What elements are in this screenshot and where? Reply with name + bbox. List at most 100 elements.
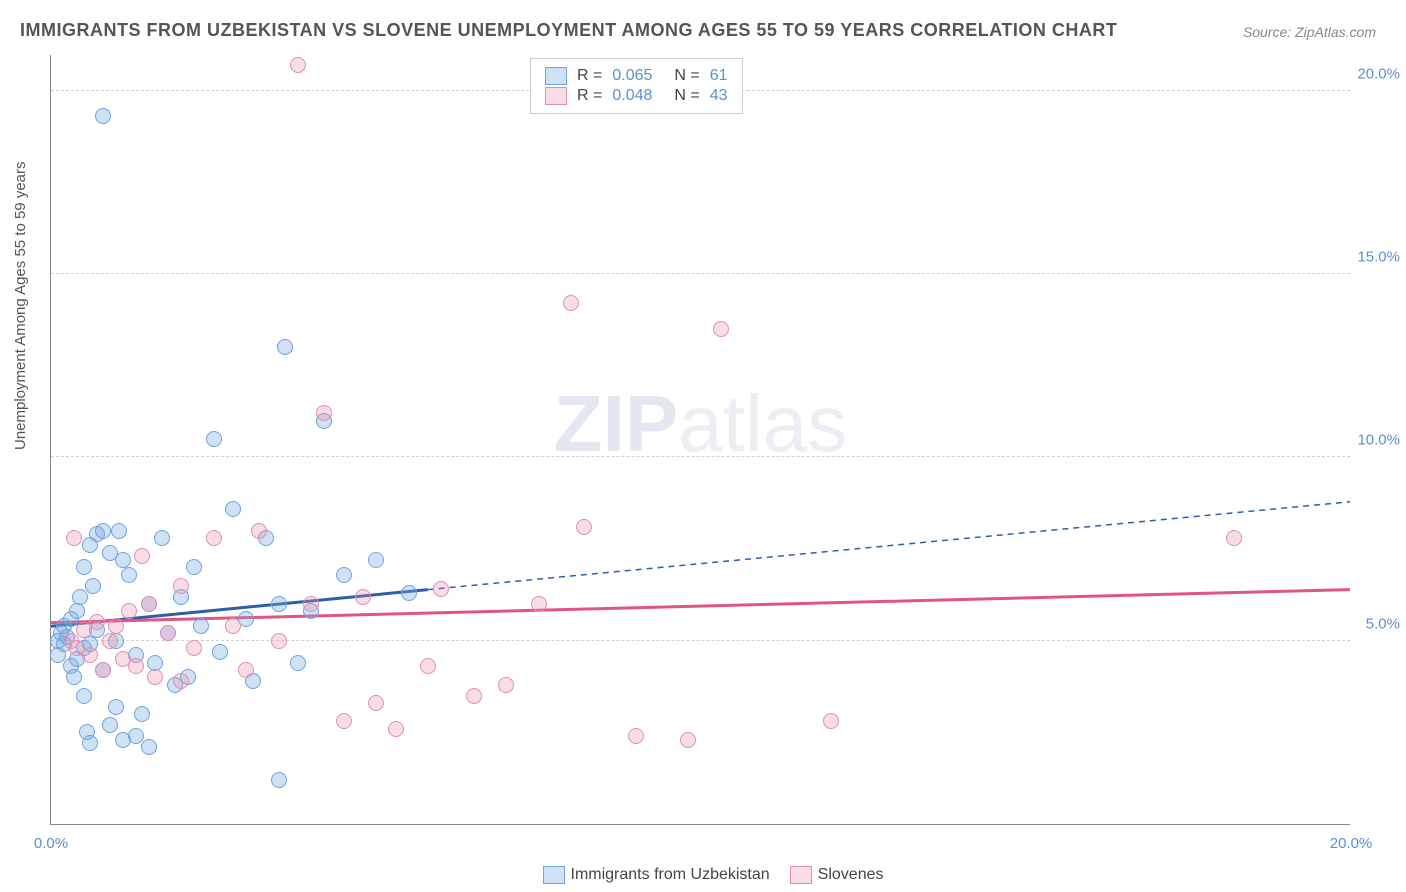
scatter-point: [290, 57, 306, 73]
scatter-point: [89, 614, 105, 630]
gridline: [51, 640, 1350, 641]
scatter-point: [277, 339, 293, 355]
legend-swatch: [545, 87, 567, 105]
scatter-point: [141, 739, 157, 755]
scatter-point: [628, 728, 644, 744]
y-tick-label: 5.0%: [1366, 615, 1400, 632]
scatter-point: [251, 523, 267, 539]
x-tick-label: 20.0%: [1330, 835, 1373, 852]
legend-series-name: Immigrants from Uzbekistan: [571, 866, 770, 883]
scatter-point: [336, 567, 352, 583]
scatter-point: [271, 772, 287, 788]
scatter-point: [82, 647, 98, 663]
scatter-point: [102, 717, 118, 733]
source-attribution: Source: ZipAtlas.com: [1243, 24, 1376, 40]
scatter-point: [238, 662, 254, 678]
scatter-point: [466, 688, 482, 704]
scatter-point: [368, 695, 384, 711]
legend-n-value: 43: [710, 87, 728, 105]
scatter-point: [128, 658, 144, 674]
scatter-point: [498, 677, 514, 693]
scatter-point: [173, 673, 189, 689]
scatter-point: [95, 662, 111, 678]
series-legend: Immigrants from Uzbekistan Slovenes: [0, 866, 1406, 884]
scatter-point: [271, 633, 287, 649]
scatter-point: [401, 585, 417, 601]
y-tick-label: 20.0%: [1357, 65, 1400, 82]
scatter-point: [82, 735, 98, 751]
scatter-point: [186, 640, 202, 656]
scatter-point: [147, 655, 163, 671]
scatter-point: [108, 618, 124, 634]
scatter-point: [206, 530, 222, 546]
legend-r-value: 0.048: [612, 87, 652, 105]
scatter-point: [225, 501, 241, 517]
scatter-point: [576, 519, 592, 535]
scatter-point: [76, 688, 92, 704]
legend-n-label: N =: [674, 87, 699, 105]
scatter-point: [271, 596, 287, 612]
legend-row: R = 0.065 N = 61: [545, 67, 728, 85]
scatter-point: [66, 669, 82, 685]
legend-row: R = 0.048 N = 43: [545, 87, 728, 105]
scatter-point: [134, 706, 150, 722]
legend-series-name: Slovenes: [818, 866, 884, 883]
legend-swatch: [790, 866, 812, 884]
scatter-point: [85, 578, 101, 594]
scatter-point: [225, 618, 241, 634]
trend-line-extrapolated: [428, 502, 1350, 590]
scatter-point: [212, 644, 228, 660]
scatter-point: [76, 559, 92, 575]
scatter-point: [680, 732, 696, 748]
scatter-point: [111, 523, 127, 539]
scatter-point: [433, 581, 449, 597]
scatter-point: [141, 596, 157, 612]
scatter-point: [303, 596, 319, 612]
legend-r-label: R =: [577, 87, 602, 105]
scatter-point: [563, 295, 579, 311]
scatter-point: [531, 596, 547, 612]
y-tick-label: 10.0%: [1357, 432, 1400, 449]
scatter-point: [66, 530, 82, 546]
scatter-point: [95, 108, 111, 124]
scatter-point: [102, 633, 118, 649]
scatter-point: [154, 530, 170, 546]
chart-title: IMMIGRANTS FROM UZBEKISTAN VS SLOVENE UN…: [20, 20, 1117, 41]
scatter-point: [355, 589, 371, 605]
scatter-point: [69, 603, 85, 619]
correlation-legend: R = 0.065 N = 61 R = 0.048 N = 43: [530, 58, 743, 114]
scatter-point: [186, 559, 202, 575]
scatter-point: [173, 578, 189, 594]
scatter-point: [72, 589, 88, 605]
scatter-point: [134, 548, 150, 564]
legend-n-label: N =: [674, 67, 699, 85]
scatter-point: [388, 721, 404, 737]
scatter-point: [290, 655, 306, 671]
legend-swatch: [543, 866, 565, 884]
plot-area: ZIPatlas 5.0%10.0%15.0%20.0%0.0%20.0%: [50, 55, 1350, 825]
y-axis-label: Unemployment Among Ages 55 to 59 years: [12, 161, 29, 450]
legend-r-value: 0.065: [612, 67, 652, 85]
legend-r-label: R =: [577, 67, 602, 85]
legend-swatch: [545, 67, 567, 85]
x-tick-label: 0.0%: [34, 835, 68, 852]
scatter-point: [420, 658, 436, 674]
gridline: [51, 456, 1350, 457]
scatter-point: [206, 431, 222, 447]
scatter-point: [1226, 530, 1242, 546]
scatter-point: [121, 603, 137, 619]
trend-lines: [51, 55, 1350, 824]
scatter-point: [823, 713, 839, 729]
scatter-point: [121, 567, 137, 583]
scatter-point: [115, 552, 131, 568]
scatter-point: [108, 699, 124, 715]
scatter-point: [160, 625, 176, 641]
scatter-point: [713, 321, 729, 337]
gridline: [51, 273, 1350, 274]
scatter-point: [193, 618, 209, 634]
scatter-point: [368, 552, 384, 568]
legend-n-value: 61: [710, 67, 728, 85]
scatter-point: [316, 405, 332, 421]
scatter-point: [147, 669, 163, 685]
y-tick-label: 15.0%: [1357, 249, 1400, 266]
